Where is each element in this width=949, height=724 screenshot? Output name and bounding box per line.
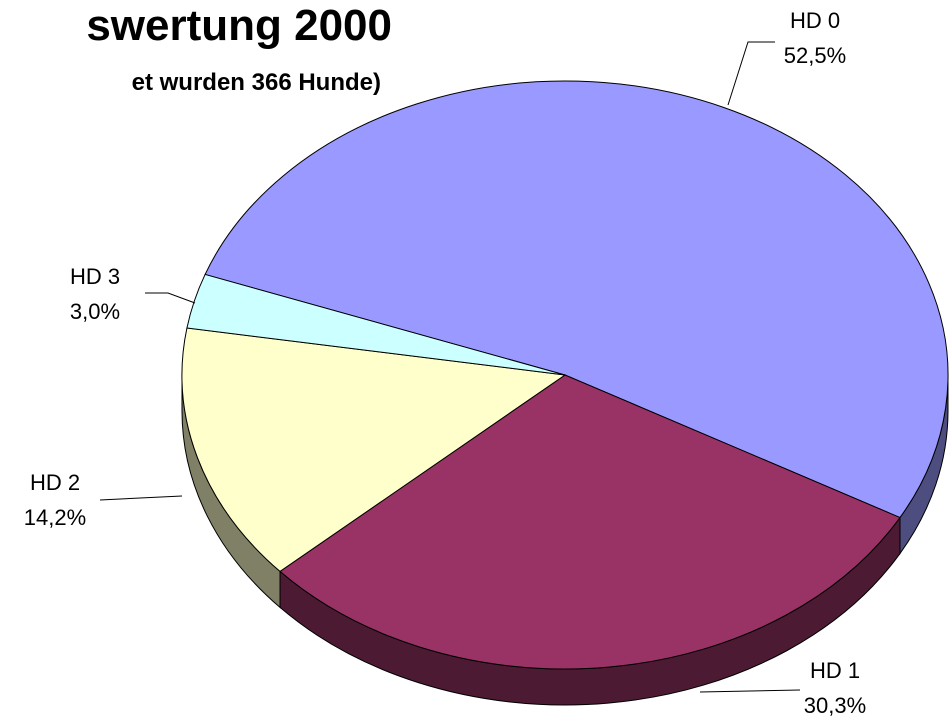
slice-label: HD 1 — [810, 658, 860, 683]
leader-line — [145, 292, 196, 304]
slice — [186, 273, 566, 376]
slice — [181, 327, 567, 573]
slice-label: HD 2 — [30, 470, 80, 495]
slice-value: 52,5% — [784, 43, 846, 68]
leader-line — [727, 41, 775, 106]
slice-value: 30,3% — [804, 693, 866, 718]
slice — [204, 80, 949, 519]
slice-label: HD 3 — [70, 264, 120, 289]
slice — [279, 374, 901, 670]
slice-label: HD 0 — [790, 8, 840, 33]
chart-title: swertung 2000 — [86, 1, 392, 50]
leader-line — [699, 689, 801, 693]
leader-line — [99, 495, 183, 501]
slice-value: 3,0% — [70, 299, 120, 324]
chart-subtitle: et wurden 366 Hunde) — [132, 69, 381, 96]
slice-value: 14,2% — [24, 505, 86, 530]
